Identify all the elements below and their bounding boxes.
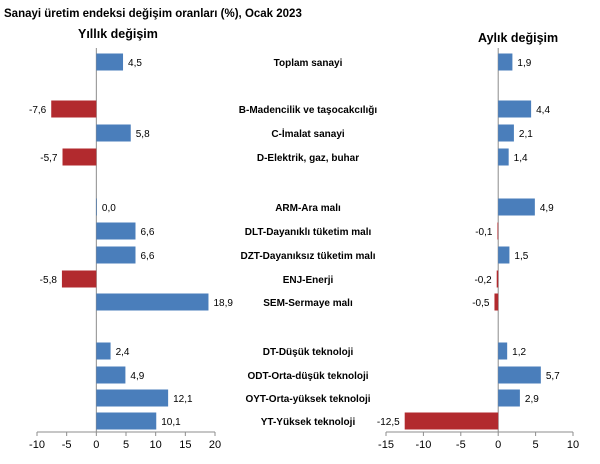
bar <box>96 342 111 360</box>
data-label: 10,1 <box>161 417 181 428</box>
bar <box>497 222 499 240</box>
x-tick-label: 20 <box>209 439 221 451</box>
bar <box>498 342 508 360</box>
bar <box>96 198 97 216</box>
data-label: 4,9 <box>130 371 144 382</box>
x-tick-label: 0 <box>93 439 99 451</box>
data-label: 4,4 <box>536 105 550 116</box>
bar <box>498 148 509 166</box>
data-label: 6,6 <box>140 227 154 238</box>
category-label: ENJ-Enerji <box>283 275 334 286</box>
x-tick-label: 0 <box>495 439 501 451</box>
data-label: -0,2 <box>474 275 492 286</box>
bar <box>404 412 499 430</box>
data-label: 4,5 <box>128 58 142 69</box>
bar <box>96 222 136 240</box>
data-label: 1,5 <box>514 251 528 262</box>
data-label: 2,9 <box>525 394 539 405</box>
data-label: 1,9 <box>517 58 531 69</box>
x-tick-label: -5 <box>62 439 72 451</box>
x-tick-label: -10 <box>29 439 45 451</box>
category-label: D-Elektrik, gaz, buhar <box>257 153 359 164</box>
x-tick-label: 5 <box>533 439 539 451</box>
data-label: -0,1 <box>475 227 493 238</box>
bar <box>61 270 97 288</box>
category-labels: Toplam sanayi B-Madencilik ve taşocakcılı… <box>239 58 378 428</box>
data-label: 1,2 <box>512 347 526 358</box>
bar <box>96 246 136 264</box>
data-label: -5,8 <box>40 275 58 286</box>
data-label: 2,1 <box>519 129 533 140</box>
data-label: -7,6 <box>29 105 47 116</box>
chart-title: Sanayi üretim endeksi değişim oranları (… <box>4 8 302 20</box>
bar <box>51 100 97 118</box>
bar <box>96 389 169 407</box>
data-label: -5,7 <box>40 153 58 164</box>
bar <box>496 270 499 288</box>
annual-change-panel: -10 -5 0 5 10 15 20 4,5 -7,6 5,8 -5,7 0,0 6,6 6,6 -5,8… <box>29 48 233 451</box>
x-tick-label: -5 <box>456 439 466 451</box>
data-label: -12,5 <box>377 417 400 428</box>
bar <box>498 389 520 407</box>
bar <box>498 100 532 118</box>
monthly-panel-title: Aylık değişim <box>478 31 558 45</box>
bar <box>498 366 541 384</box>
category-label: DLT-Dayanıklı tüketim malı <box>245 227 372 238</box>
bar <box>498 198 535 216</box>
data-label: 2,4 <box>116 347 130 358</box>
data-label: 12,1 <box>173 394 193 405</box>
x-tick-label: -15 <box>378 439 394 451</box>
category-label: C-İmalat sanayi <box>271 127 345 140</box>
category-label: B-Madencilik ve taşocakcılığı <box>239 105 378 116</box>
x-tick-label: 5 <box>123 439 129 451</box>
data-label: 1,4 <box>514 153 528 164</box>
bar <box>96 124 131 142</box>
bar <box>96 366 126 384</box>
x-tick-label: 10 <box>150 439 162 451</box>
x-tick-label: 15 <box>179 439 191 451</box>
data-label: 0,0 <box>102 203 116 214</box>
data-label: 4,9 <box>540 203 554 214</box>
bar <box>494 293 499 311</box>
bar <box>96 412 157 430</box>
category-label: YT-Yüksek teknoloji <box>261 417 356 428</box>
data-label: 6,6 <box>140 251 154 262</box>
data-label: 5,8 <box>136 129 150 140</box>
category-label: DZT-Dayanıksız tüketim malı <box>240 251 375 262</box>
category-label: ODT-Orta-düşük teknoloji <box>247 371 368 382</box>
data-label: 5,7 <box>546 371 560 382</box>
monthly-change-panel: -15 -10 -5 0 5 10 1,9 4,4 2,1 1,4 4,9 -0,1 1,5 -0,2 -0… <box>377 48 579 451</box>
category-label: SEM-Sermaye malı <box>263 298 353 309</box>
bar <box>96 293 209 311</box>
category-label: ARM-Ara malı <box>275 203 341 214</box>
bar <box>498 246 510 264</box>
bar <box>96 53 124 71</box>
bar <box>498 53 513 71</box>
category-label: OYT-Orta-yüksek teknoloji <box>245 394 370 405</box>
bar <box>498 124 514 142</box>
x-tick-label: -10 <box>415 439 431 451</box>
bar <box>62 148 97 166</box>
annual-panel-title: Yıllık değişim <box>78 27 158 41</box>
data-label: -0,5 <box>472 298 490 309</box>
category-label: DT-Düşük teknoloji <box>263 347 354 358</box>
category-label: Toplam sanayi <box>274 58 343 69</box>
data-label: 18,9 <box>213 298 233 309</box>
x-tick-label: 10 <box>567 439 579 451</box>
